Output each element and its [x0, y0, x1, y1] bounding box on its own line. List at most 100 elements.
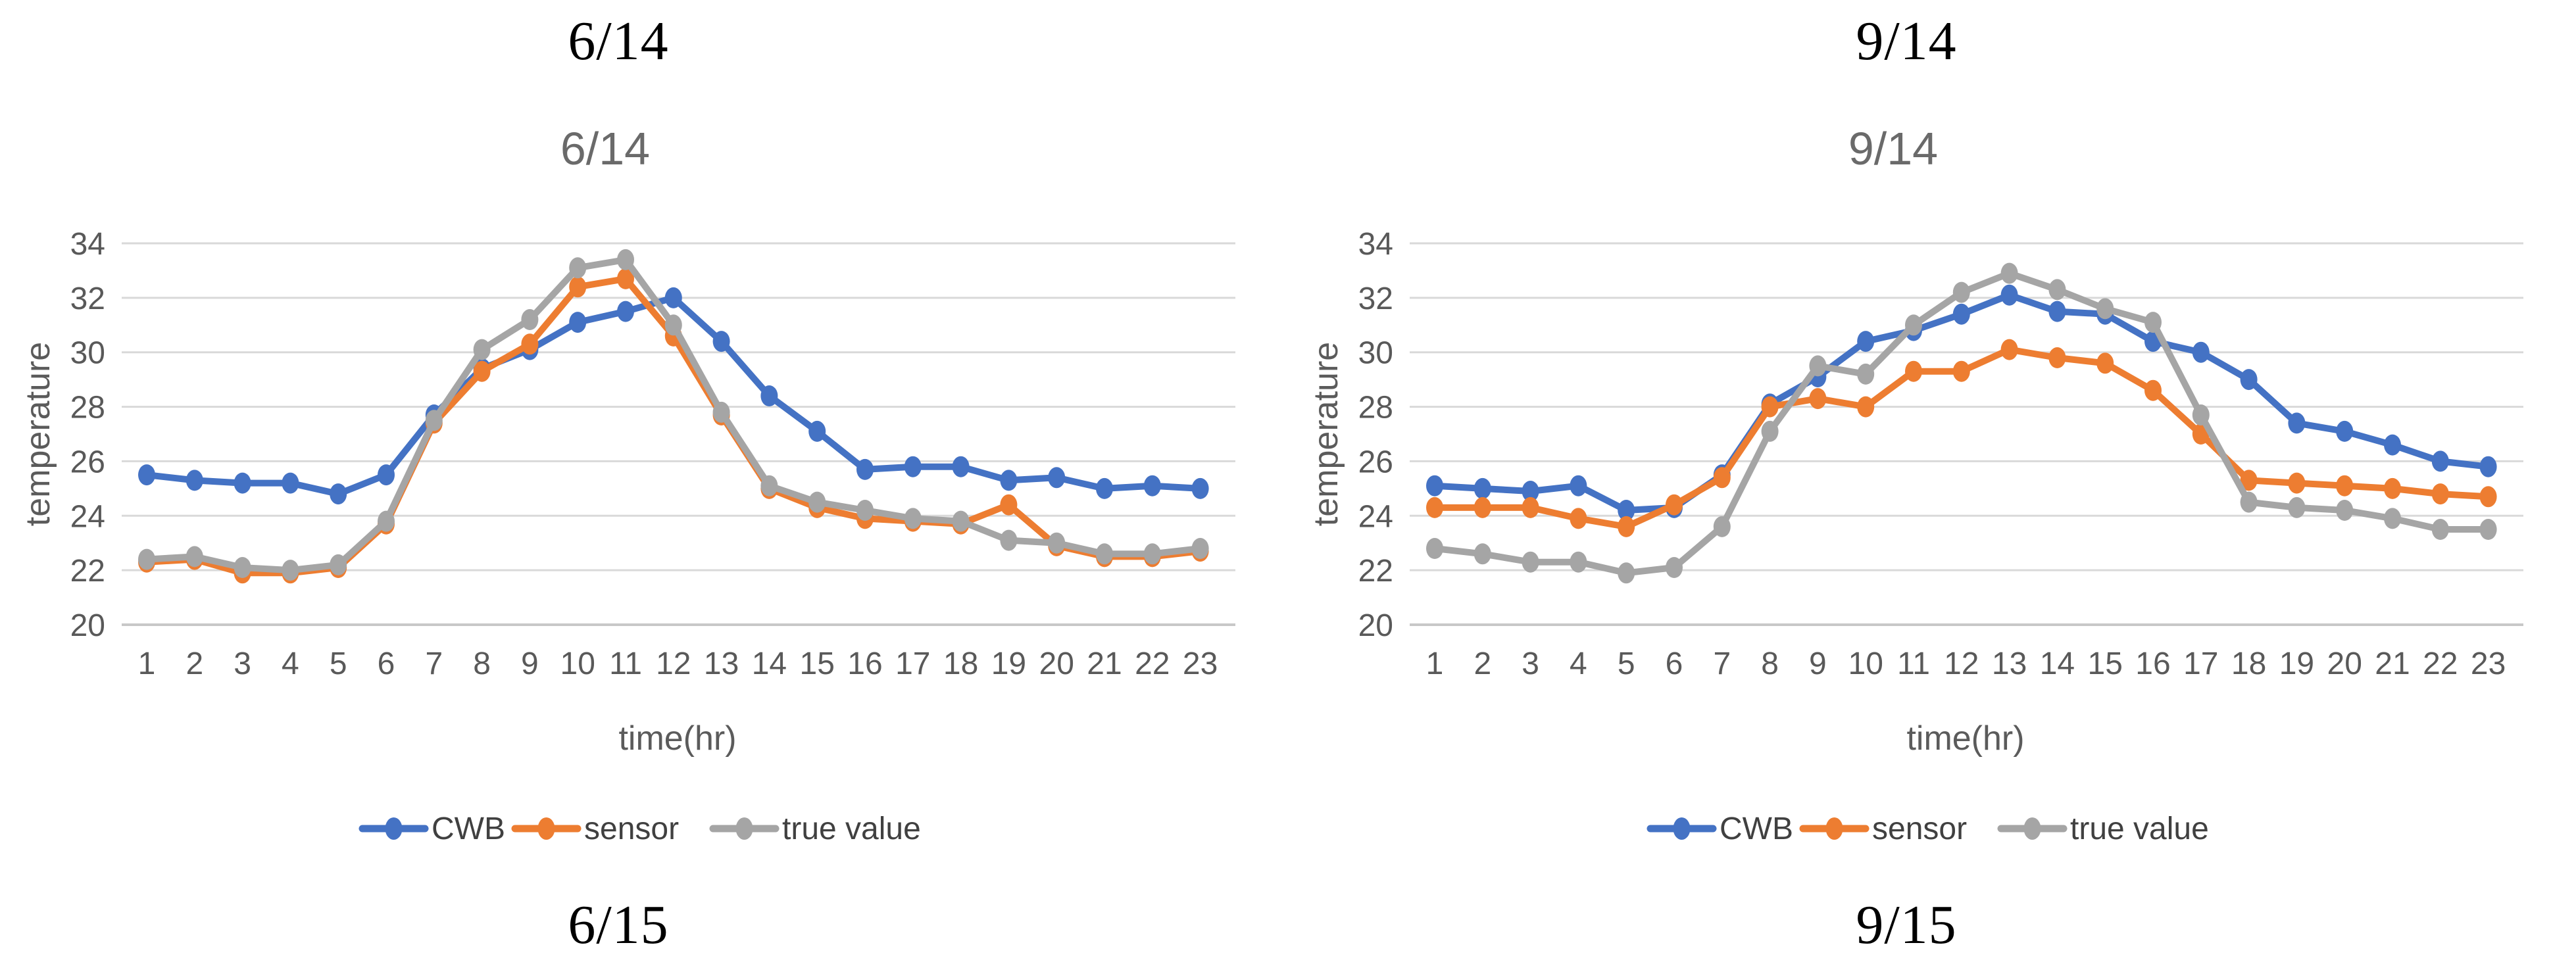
data-point-marker	[1048, 467, 1066, 489]
x-tick-label: 18	[943, 646, 978, 681]
x-tick-label: 14	[2040, 646, 2075, 681]
data-point-marker	[1191, 477, 1209, 499]
x-tick-label: 5	[330, 646, 347, 681]
data-point-marker	[664, 314, 682, 336]
x-tick-label: 11	[1897, 646, 1930, 681]
data-point-marker	[1952, 360, 1970, 382]
data-point-marker	[473, 360, 491, 382]
data-point-marker	[2144, 379, 2162, 401]
data-point-marker	[2048, 301, 2066, 322]
data-point-marker	[1426, 538, 1443, 559]
x-tick-label: 12	[656, 646, 691, 681]
data-point-marker	[760, 475, 778, 496]
subfigure-date-label-bottom: 9/15	[1856, 894, 1957, 956]
gridlines-group	[1410, 242, 2523, 626]
data-point-marker	[569, 276, 587, 298]
series-true value	[138, 249, 1209, 581]
data-point-marker	[617, 301, 634, 322]
x-tick-label: 20	[1039, 646, 1074, 681]
data-point-marker	[234, 472, 251, 494]
data-point-marker	[2240, 470, 2258, 491]
legend: CWB sensor true value	[359, 811, 921, 846]
x-tick-label: 19	[991, 646, 1026, 681]
y-tick-label: 24	[70, 499, 105, 534]
x-tick-label: 9	[1809, 646, 1827, 681]
data-point-marker	[521, 333, 539, 355]
data-point-marker	[1426, 475, 1443, 496]
data-point-marker	[1761, 420, 1779, 442]
x-tick-label: 7	[1713, 646, 1731, 681]
data-point-marker	[2479, 456, 2497, 477]
series-group	[138, 249, 1209, 584]
data-point-marker	[1474, 543, 1491, 565]
legend-label: sensor	[1872, 811, 1967, 846]
data-point-marker	[1713, 467, 1731, 489]
legend-marker-dot	[1673, 817, 1691, 840]
data-point-marker	[1570, 508, 1587, 529]
x-tick-label: 6	[378, 646, 395, 681]
x-tick-label: 18	[2231, 646, 2266, 681]
legend-label: CWB	[1720, 811, 1793, 846]
legend-marker-dot	[2023, 817, 2041, 840]
y-tick-label: 30	[70, 336, 105, 371]
data-point-marker	[2288, 472, 2306, 494]
series-true value	[1426, 262, 2497, 584]
x-tick-label: 6	[1666, 646, 1683, 681]
data-point-marker	[904, 456, 922, 477]
data-point-marker	[1618, 516, 1635, 537]
legend-marker-dot	[735, 817, 753, 840]
x-tick-label: 3	[234, 646, 251, 681]
x-tick-label: 5	[1618, 646, 1635, 681]
data-point-marker	[760, 385, 778, 406]
data-point-marker	[569, 312, 587, 333]
x-tick-label: 8	[473, 646, 491, 681]
legend-item-true value: true value	[709, 811, 921, 846]
y-tick-label: 34	[1358, 227, 1393, 262]
y-axis-label: temperature	[1307, 342, 1345, 526]
y-tick-label: 32	[70, 281, 105, 316]
x-tick-label: 13	[704, 646, 739, 681]
x-tick-label: 3	[1522, 646, 1539, 681]
legend: CWB sensor true value	[1647, 811, 2209, 846]
x-tick-label: 7	[425, 646, 443, 681]
legend-marker-dot	[537, 817, 555, 840]
x-axis-label: time(hr)	[1906, 719, 2024, 758]
subfigure-date-label-bottom: 6/15	[568, 894, 669, 956]
data-point-marker	[952, 456, 970, 477]
y-tick-label: 24	[1358, 499, 1393, 534]
data-point-marker	[378, 464, 395, 486]
data-point-marker	[1809, 355, 1827, 377]
x-tick-label: 16	[847, 646, 882, 681]
legend-item-sensor: sensor	[1799, 811, 1967, 846]
legend-marker-dot	[385, 817, 403, 840]
x-tick-label: 13	[1992, 646, 2027, 681]
data-point-marker	[425, 410, 443, 431]
data-point-marker	[2000, 284, 2018, 306]
data-point-marker	[473, 339, 491, 360]
data-point-marker	[1474, 496, 1491, 518]
data-point-marker	[664, 287, 682, 308]
data-point-marker	[712, 401, 730, 423]
x-tick-label: 8	[1761, 646, 1779, 681]
y-tick-label: 20	[70, 608, 105, 643]
data-point-marker	[2479, 486, 2497, 508]
x-tick-label: 20	[2327, 646, 2362, 681]
data-point-marker	[1522, 551, 1539, 573]
data-point-marker	[2048, 279, 2066, 301]
legend-label: true value	[2070, 811, 2209, 846]
data-point-marker	[1761, 396, 1779, 418]
data-point-marker	[952, 510, 970, 532]
x-tick-label: 4	[282, 646, 299, 681]
x-tick-label: 1	[1426, 646, 1444, 681]
x-tick-label: 17	[895, 646, 930, 681]
x-tick-label: 9	[521, 646, 539, 681]
data-point-marker	[1618, 562, 1635, 584]
data-point-marker	[2000, 339, 2018, 360]
y-tick-label: 22	[1358, 554, 1393, 589]
x-tick-label: 11	[609, 646, 642, 681]
data-point-marker	[856, 458, 874, 480]
data-point-marker	[186, 546, 203, 568]
data-point-marker	[1522, 496, 1539, 518]
data-point-marker	[1666, 557, 1683, 578]
